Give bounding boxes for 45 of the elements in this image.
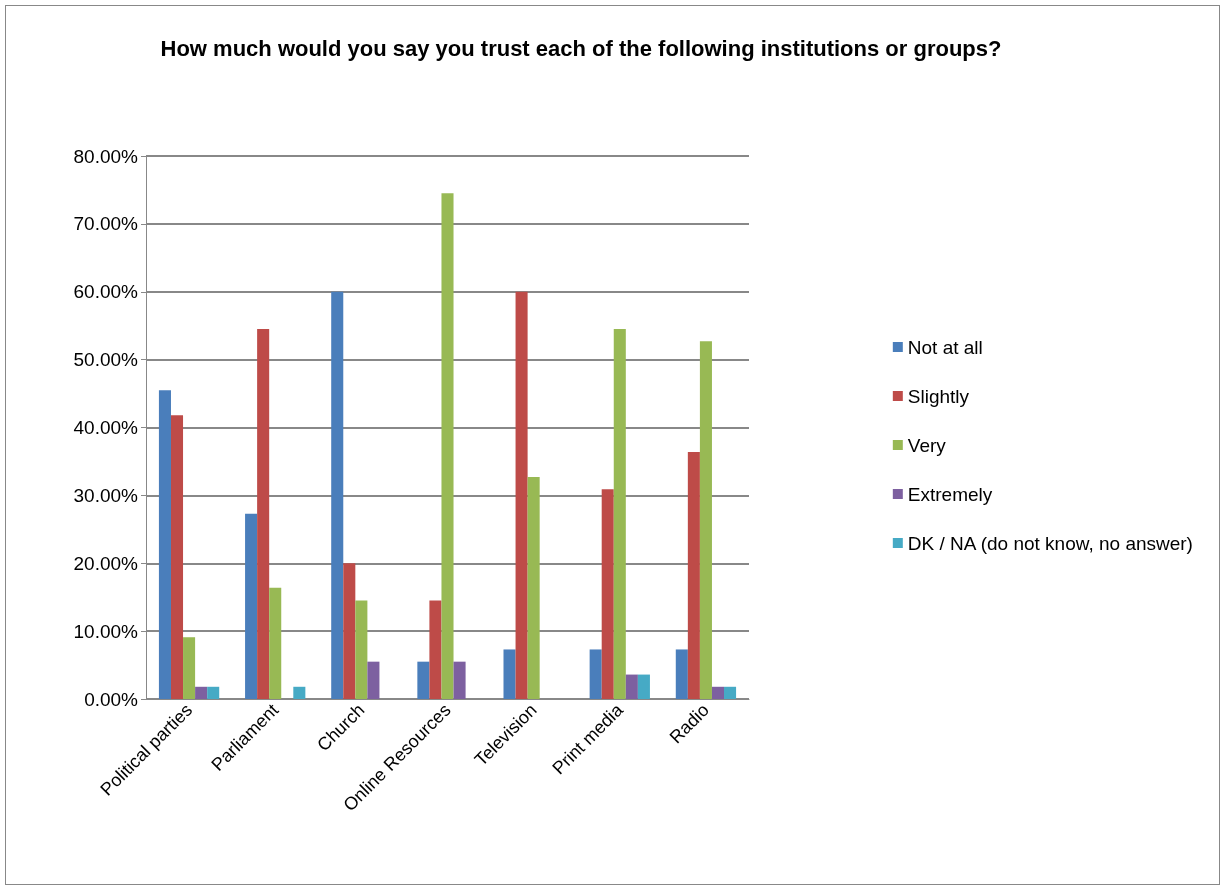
legend-label: Very bbox=[907, 434, 947, 456]
bar bbox=[183, 637, 196, 699]
bar bbox=[195, 686, 208, 699]
bar bbox=[589, 649, 602, 699]
y-tick-label: 60.00% bbox=[73, 281, 139, 303]
bar bbox=[724, 686, 737, 699]
bar bbox=[158, 390, 171, 699]
y-tick-label: 40.00% bbox=[73, 417, 139, 438]
bar bbox=[625, 674, 638, 699]
bar bbox=[207, 686, 220, 699]
y-tick-label: 50.00% bbox=[73, 349, 139, 371]
bar bbox=[257, 329, 270, 699]
bar bbox=[613, 329, 626, 699]
bar bbox=[637, 674, 650, 699]
chart-title: How much would you say you trust each of the following institutions or groups? bbox=[160, 35, 1002, 61]
bar bbox=[269, 587, 282, 699]
legend-label: Extremely bbox=[907, 483, 993, 505]
bar bbox=[503, 649, 516, 699]
bar bbox=[699, 341, 712, 699]
bar bbox=[675, 649, 688, 699]
bar bbox=[293, 686, 306, 699]
bar bbox=[331, 291, 344, 699]
bar bbox=[429, 600, 442, 699]
bar bbox=[515, 291, 528, 699]
bar bbox=[441, 193, 454, 699]
bar bbox=[453, 661, 466, 699]
legend-label: Not at all bbox=[907, 336, 983, 358]
legend-label: Slightly bbox=[907, 385, 970, 407]
bar bbox=[687, 451, 700, 699]
y-tick-label: 10.00% bbox=[73, 620, 139, 642]
bar bbox=[245, 513, 258, 699]
bar bbox=[417, 661, 430, 699]
bar bbox=[355, 600, 368, 699]
bar bbox=[527, 477, 540, 699]
bar bbox=[711, 686, 725, 699]
bar bbox=[343, 563, 356, 699]
bar bbox=[601, 489, 614, 699]
y-tick-label: 0.00% bbox=[84, 688, 139, 710]
y-tick-label: 70.00% bbox=[73, 213, 139, 235]
y-tick-label: 80.00% bbox=[73, 145, 139, 167]
bar bbox=[170, 415, 184, 699]
legend-label: DK / NA (do not know, no answer) bbox=[907, 532, 1193, 554]
y-tick-label: 30.00% bbox=[73, 484, 139, 506]
y-tick-label: 20.00% bbox=[73, 552, 139, 574]
bar bbox=[367, 661, 380, 699]
